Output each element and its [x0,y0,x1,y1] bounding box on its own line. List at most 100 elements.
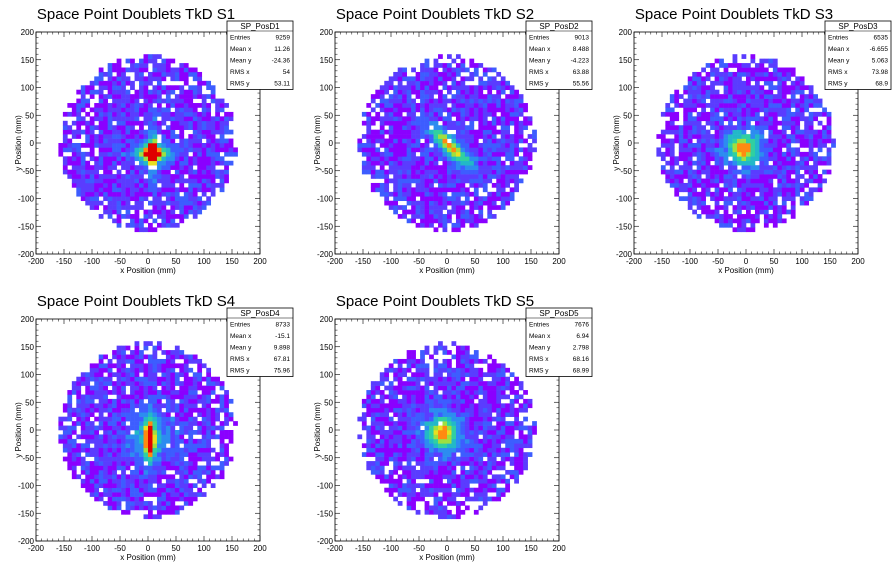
heatmap-bin [148,151,153,157]
heatmap-bin [98,465,104,471]
heatmap-bin [165,63,171,68]
heatmap-bin [125,209,131,215]
heatmap-bin [215,465,220,471]
heatmap-bin [451,125,457,130]
heatmap-bin [429,138,434,144]
heatmap-bin [732,160,738,166]
heatmap-bin [768,138,774,144]
heatmap-bin [71,390,77,395]
heatmap-bin [165,465,171,471]
heatmap-bin [696,169,702,175]
stats-value: -15.1 [275,333,290,340]
heatmap-bin [384,138,390,144]
heatmap-bin [134,483,140,489]
heatmap-bin [678,129,684,135]
heatmap-bin [183,214,189,219]
heatmap-bin [107,483,113,489]
heatmap-bin [411,80,416,86]
heatmap-bin [361,443,367,449]
heatmap-bin [732,98,738,104]
heatmap-bin [85,398,91,404]
heatmap-bin [719,191,724,197]
heatmap-bin [134,187,140,193]
heatmap-bin [817,178,823,184]
heatmap-bin [710,85,715,91]
heatmap-bin [464,111,470,117]
heatmap-bin [188,461,194,466]
heatmap-bin [85,125,91,130]
heatmap-bin [710,151,715,157]
heatmap-bin [165,394,171,400]
heatmap-bin [152,363,158,369]
heatmap-bin [224,443,229,449]
heatmap-bin [62,403,68,409]
heatmap-bin [759,76,765,82]
heatmap-bin [817,120,823,126]
heatmap-bin [732,103,738,108]
heatmap-bin [116,398,122,404]
heatmap-bin [85,483,91,489]
heatmap-bin [143,412,149,417]
heatmap-bin [692,191,698,197]
heatmap-bin [710,196,715,202]
heatmap-bin [165,474,171,480]
heatmap-bin [125,358,131,364]
heatmap-bin [532,138,537,144]
heatmap-bin [781,129,787,135]
chart-title: Space Point Doublets TkD S4 [37,293,235,310]
heatmap-bin [224,421,229,426]
heatmap-bin [130,182,135,188]
heatmap-bin [161,443,167,449]
heatmap-bin [112,129,117,135]
heatmap-bin [148,465,153,471]
heatmap-bin [795,134,801,139]
heatmap-bin [687,94,693,99]
heatmap-bin [125,191,131,197]
heatmap-bin [777,178,783,184]
heatmap-bin [183,492,189,497]
heatmap-bin [415,160,421,166]
heatmap-bin [464,138,470,144]
heatmap-bin [460,169,466,175]
heatmap-bin [790,138,796,144]
heatmap-bin [165,358,171,364]
heatmap-bin [152,54,158,59]
heatmap-bin [161,165,167,170]
heatmap-bin [379,85,385,91]
heatmap-bin [219,129,225,135]
heatmap-bin [103,151,108,157]
heatmap-bin [746,178,751,184]
heatmap-bin [107,156,113,162]
heatmap-bin [183,469,189,475]
heatmap-bin [460,151,466,157]
heatmap-bin [215,412,220,417]
heatmap-bin [148,469,153,475]
heatmap-bin [705,151,711,157]
heatmap-bin [80,191,86,197]
heatmap-bin [786,165,792,170]
heatmap-bin [473,85,479,91]
heatmap-bin [523,125,528,130]
heatmap-bin [179,381,185,386]
heatmap-bin [777,174,783,179]
heatmap-bin [103,398,108,404]
heatmap-bin [701,147,706,153]
heatmap-bin [817,134,823,139]
heatmap-bin [206,381,212,386]
heatmap-bin [76,156,82,162]
heatmap-bin [455,156,461,162]
heatmap-bin [170,509,176,515]
heatmap-bin [388,147,394,153]
heatmap-bin [85,103,91,108]
heatmap-bin [424,58,430,64]
heatmap-bin [107,138,113,144]
heatmap-bin [197,187,203,193]
heatmap-bin [210,178,216,184]
heatmap-bin [143,474,149,480]
y-tick-label: -150 [317,222,334,231]
heatmap-bin [397,165,403,170]
heatmap-bin [478,103,484,108]
heatmap-bin [112,187,117,193]
heatmap-bin [112,474,117,480]
heatmap-bin [714,120,720,126]
